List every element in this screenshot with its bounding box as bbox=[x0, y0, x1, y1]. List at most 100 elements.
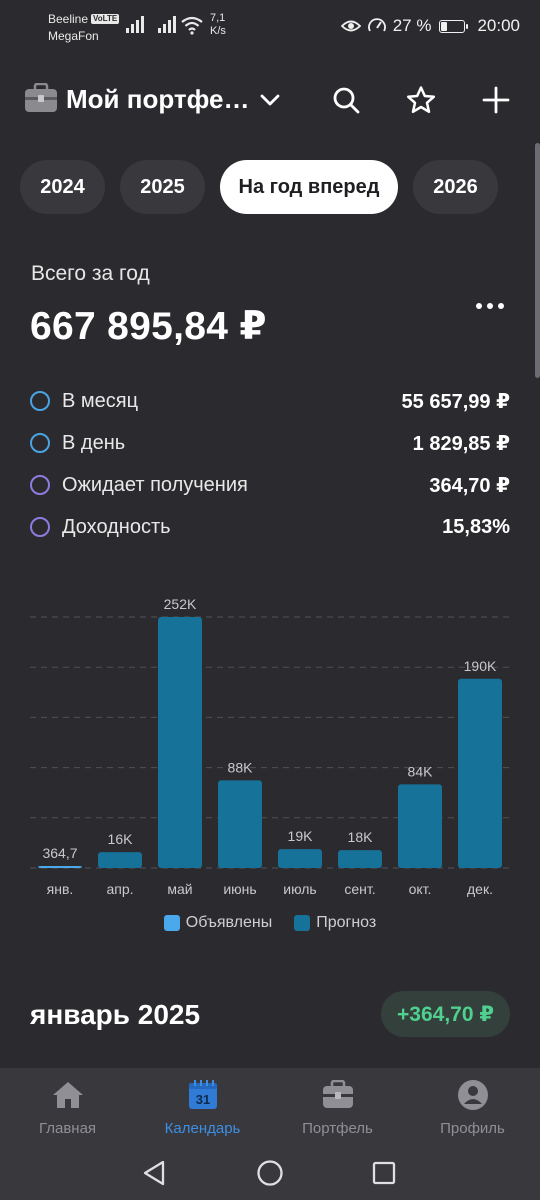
total-value: 667 895,84 ₽ bbox=[30, 305, 267, 348]
x-tick-label: апр. bbox=[106, 881, 133, 897]
portfolio-dropdown-button[interactable] bbox=[252, 82, 288, 118]
month-heading: январь 2025 bbox=[30, 999, 201, 1030]
back-icon bbox=[143, 1160, 165, 1186]
tab-2025[interactable]: 2025 bbox=[120, 160, 205, 214]
nav-label: Главная bbox=[38, 1120, 97, 1137]
total-label: Всего за год bbox=[31, 262, 150, 285]
bar bbox=[398, 784, 442, 868]
calendar-badge: 31 bbox=[195, 1092, 209, 1107]
stat-dot bbox=[30, 391, 50, 411]
tab-2026[interactable]: 2026 bbox=[413, 160, 498, 214]
dot bbox=[476, 303, 482, 309]
scrollbar[interactable] bbox=[535, 143, 540, 378]
battery-percent: 27 % bbox=[392, 16, 432, 35]
back-button[interactable] bbox=[139, 1158, 169, 1188]
stat-label: В месяц bbox=[62, 389, 139, 412]
x-tick-label: июль bbox=[283, 881, 316, 897]
wifi-icon bbox=[181, 16, 203, 35]
dividend-chart: 364,7 янв. 16K апр. 252K май 88K июнь 19K июль 18K… bbox=[0, 585, 540, 905]
speed-unit: K/s bbox=[210, 25, 226, 37]
nav-label: Портфель bbox=[302, 1120, 373, 1137]
carrier-2: MegaFon bbox=[48, 29, 99, 43]
stat-value: 364,70 ₽ bbox=[429, 474, 510, 497]
home-button[interactable] bbox=[255, 1158, 285, 1188]
carrier-1: Beeline bbox=[48, 12, 89, 26]
search-icon bbox=[333, 87, 360, 114]
period-tabs: 2024 2025 На год вперед 2026 bbox=[20, 160, 498, 214]
recents-button[interactable] bbox=[369, 1158, 399, 1188]
stat-label: Ожидает получения bbox=[62, 473, 248, 496]
bar bbox=[338, 850, 382, 868]
nav-profile[interactable]: Профиль bbox=[405, 1068, 540, 1148]
stat-dot bbox=[30, 475, 50, 495]
nav-label: Профиль bbox=[440, 1120, 505, 1137]
tab-2024[interactable]: 2024 bbox=[20, 160, 105, 214]
more-options-button[interactable] bbox=[470, 296, 510, 316]
bar bbox=[158, 617, 202, 868]
home-circle-icon bbox=[257, 1160, 283, 1186]
tab-year-ahead[interactable]: На год вперед bbox=[220, 160, 398, 214]
stat-value: 1 829,85 ₽ bbox=[412, 432, 510, 455]
nav-label: Календарь bbox=[164, 1120, 241, 1137]
speedometer-icon bbox=[367, 18, 386, 32]
legend-swatch bbox=[294, 915, 311, 931]
nav-calendar[interactable]: 31 Календарь bbox=[135, 1068, 270, 1148]
dot bbox=[498, 303, 504, 309]
stat-value: 15,83% bbox=[442, 515, 510, 538]
portfolio-selector[interactable]: Мой портфе… bbox=[66, 84, 250, 114]
legend-item-declared[interactable]: Объявлены bbox=[163, 914, 272, 932]
legend-swatch bbox=[163, 915, 180, 931]
carrier-info: Beeline VoLTE MegaFon bbox=[48, 11, 120, 45]
dot bbox=[487, 303, 493, 309]
bar bbox=[98, 852, 142, 868]
bar-value-label: 16K bbox=[108, 831, 134, 847]
volte-badge: VoLTE bbox=[91, 14, 120, 24]
search-button[interactable] bbox=[328, 82, 364, 118]
bar-value-label: 364,7 bbox=[42, 845, 77, 861]
x-tick-label: июнь bbox=[223, 881, 256, 897]
x-tick-label: сент. bbox=[344, 881, 375, 897]
bottom-navigation: Главная 31 Календарь Портфель bbox=[0, 1068, 540, 1148]
system-navigation-bar bbox=[0, 1148, 540, 1200]
battery-icon bbox=[439, 19, 469, 33]
stat-dot bbox=[30, 433, 50, 453]
stat-dot bbox=[30, 517, 50, 537]
nav-portfolio[interactable]: Портфель bbox=[270, 1068, 405, 1148]
x-tick-label: окт. bbox=[409, 881, 432, 897]
bar bbox=[458, 678, 502, 868]
stat-value: 55 657,99 ₽ bbox=[401, 390, 510, 413]
bar bbox=[278, 849, 322, 868]
calendar-icon: 31 bbox=[188, 1080, 217, 1109]
app-header: Мой портфе… bbox=[0, 70, 540, 130]
star-icon bbox=[406, 86, 436, 114]
month-total-badge: +364,70 ₽ bbox=[381, 991, 510, 1037]
bar-value-label: 19K bbox=[288, 828, 314, 844]
recents-icon bbox=[372, 1161, 396, 1185]
signal-icon bbox=[158, 16, 176, 33]
speed-value: 7,1 bbox=[210, 12, 226, 24]
bar bbox=[218, 780, 262, 868]
bar bbox=[38, 866, 82, 868]
bar-chart: 364,7 янв. 16K апр. 252K май 88K июнь 19K июль 18K… bbox=[30, 596, 510, 897]
legend-item-forecast[interactable]: Прогноз bbox=[294, 914, 376, 932]
stat-yield: Доходность 15,83% bbox=[30, 512, 510, 542]
status-bar: Beeline VoLTE MegaFon 7,1 K/s 27 % 20:00 bbox=[0, 0, 540, 52]
eye-icon bbox=[340, 20, 361, 32]
chevron-down-icon bbox=[260, 94, 280, 106]
add-button[interactable] bbox=[478, 82, 514, 118]
bar-value-label: 190K bbox=[464, 658, 497, 674]
bar-value-label: 252K bbox=[164, 596, 197, 612]
nav-home[interactable]: Главная bbox=[0, 1068, 135, 1148]
bar-value-label: 88K bbox=[228, 759, 254, 775]
stat-daily: В день 1 829,85 ₽ bbox=[30, 428, 510, 458]
home-icon bbox=[52, 1082, 83, 1108]
favorite-button[interactable] bbox=[403, 82, 439, 118]
stat-label: Доходность bbox=[62, 515, 171, 538]
chart-legend: Объявлены Прогноз bbox=[0, 914, 540, 932]
network-speed: 7,1 K/s bbox=[210, 12, 226, 38]
plus-icon bbox=[482, 86, 510, 114]
briefcase-icon bbox=[322, 1080, 353, 1108]
profile-icon bbox=[457, 1080, 488, 1110]
bar-value-label: 84K bbox=[408, 763, 434, 779]
clock: 20:00 bbox=[477, 16, 520, 35]
